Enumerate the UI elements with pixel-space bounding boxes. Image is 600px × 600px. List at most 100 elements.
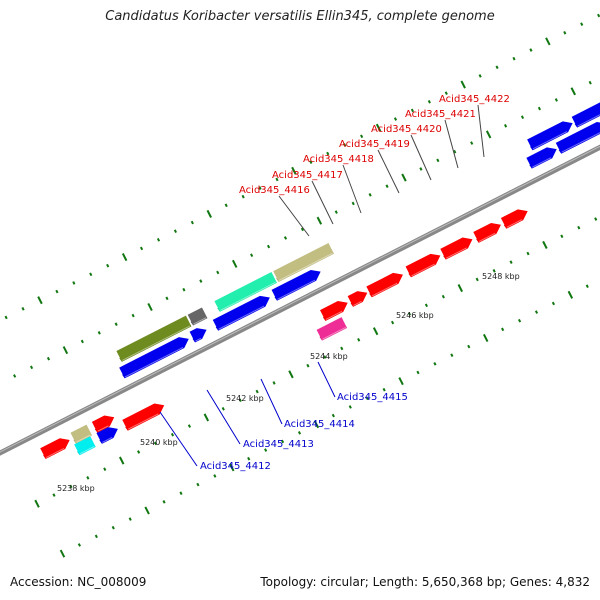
tick-mark [385, 184, 389, 188]
gene-feature[interactable] [96, 427, 118, 444]
gene-feature[interactable] [571, 94, 600, 128]
tick-mark [203, 413, 210, 422]
gene-feature[interactable] [405, 253, 441, 278]
label-leader-lines [159, 104, 485, 467]
tick-mark [419, 167, 423, 171]
gene-feature[interactable] [440, 237, 473, 260]
tick-mark [182, 287, 186, 292]
gene-feature[interactable] [500, 209, 528, 229]
backbone-line [0, 144, 600, 456]
tick-mark [348, 405, 352, 409]
gene-feature[interactable] [119, 337, 189, 379]
tick-mark [275, 177, 279, 182]
leader-line [317, 361, 336, 398]
leader-line [377, 149, 400, 194]
leader-line [278, 195, 310, 237]
tick-mark [436, 158, 440, 163]
tick-mark [77, 543, 81, 547]
gene-label[interactable]: Acid345_4413 [243, 439, 314, 450]
leader-line [410, 134, 432, 181]
gene-feature[interactable] [527, 121, 573, 151]
gene-feature[interactable] [187, 307, 208, 326]
tick-mark [444, 91, 448, 95]
tick-mark [190, 220, 194, 225]
tick-mark [503, 124, 508, 128]
gene-label[interactable]: Acid345_4414 [284, 419, 355, 430]
gene-feature[interactable] [366, 272, 403, 298]
gene-label[interactable]: Acid345_4420 [371, 124, 442, 135]
gene-feature[interactable] [555, 121, 600, 154]
tick-mark [288, 370, 294, 379]
tick-mark [382, 387, 386, 392]
tick-mark [351, 201, 355, 206]
tick-mark [21, 307, 25, 311]
gene-label[interactable]: Acid345_4412 [200, 461, 271, 472]
gene-label[interactable]: Acid345_4415 [337, 392, 408, 403]
gene-feature[interactable] [70, 424, 92, 444]
tick-mark [173, 229, 177, 233]
tick-mark [199, 279, 203, 283]
tick-mark [551, 301, 555, 306]
tick-mark [86, 476, 90, 480]
tick-mark [407, 312, 412, 316]
topology-text: Topology: circular; Length: 5,650,368 bp… [260, 575, 590, 589]
tick-mark [94, 534, 98, 539]
tick-mark [62, 346, 69, 355]
gene-feature[interactable] [347, 291, 368, 307]
tick-mark [567, 290, 574, 299]
scale-label: 5244 kbp [310, 352, 348, 361]
tick-mark [224, 203, 228, 208]
tick-mark [37, 296, 43, 305]
tick-mark [247, 456, 251, 461]
gene-feature[interactable] [91, 415, 115, 433]
tick-mark [13, 374, 17, 378]
gene-feature[interactable] [189, 328, 207, 343]
tick-mark [241, 194, 245, 199]
tick-mark [313, 420, 320, 429]
tick-mark [410, 108, 414, 113]
gene-label[interactable]: Acid345_4421 [405, 109, 476, 120]
tick-mark [137, 450, 141, 454]
gene-label[interactable]: Acid345_4417 [272, 170, 343, 181]
gene-label[interactable]: Acid345_4416 [239, 185, 310, 196]
gene-label[interactable]: Acid345_4422 [439, 94, 510, 105]
tick-mark [398, 377, 404, 386]
tick-mark [545, 37, 551, 46]
tick-mark [179, 491, 183, 496]
tick-mark [512, 56, 516, 61]
leader-line [260, 378, 283, 425]
gene-feature[interactable] [116, 315, 192, 362]
tick-mark [213, 474, 217, 478]
tick-mark [401, 173, 407, 182]
tick-mark [495, 65, 499, 70]
gene-feature[interactable] [214, 272, 277, 312]
gene-feature[interactable] [74, 436, 96, 456]
gene-feature[interactable] [212, 295, 270, 331]
gene-feature[interactable] [473, 222, 501, 243]
gene-feature[interactable] [273, 242, 334, 282]
gene-feature[interactable] [122, 403, 165, 431]
tick-mark [316, 216, 323, 225]
gene-feature[interactable] [271, 269, 321, 301]
tick-mark [4, 315, 8, 320]
tick-mark [483, 333, 489, 342]
gene-feature[interactable] [316, 317, 347, 341]
tick-mark [187, 424, 191, 428]
tick-mark [393, 117, 398, 121]
tick-mark [453, 149, 457, 154]
tick-mark [266, 244, 271, 249]
tick-mark [128, 517, 132, 521]
tick-mark [597, 13, 600, 18]
gene-label[interactable]: Acid345_4419 [339, 139, 410, 150]
gene-feature[interactable] [40, 438, 70, 459]
genome-backbone [0, 144, 600, 456]
tick-mark [360, 134, 364, 139]
tick-mark [221, 407, 225, 411]
scale-label: 5246 kbp [396, 311, 434, 320]
tick-mark [424, 303, 428, 308]
gene-feature[interactable] [320, 301, 348, 321]
gene-label[interactable]: Acid345_4418 [303, 154, 374, 165]
gene-feature[interactable] [526, 147, 557, 169]
tick-mark [433, 362, 437, 366]
